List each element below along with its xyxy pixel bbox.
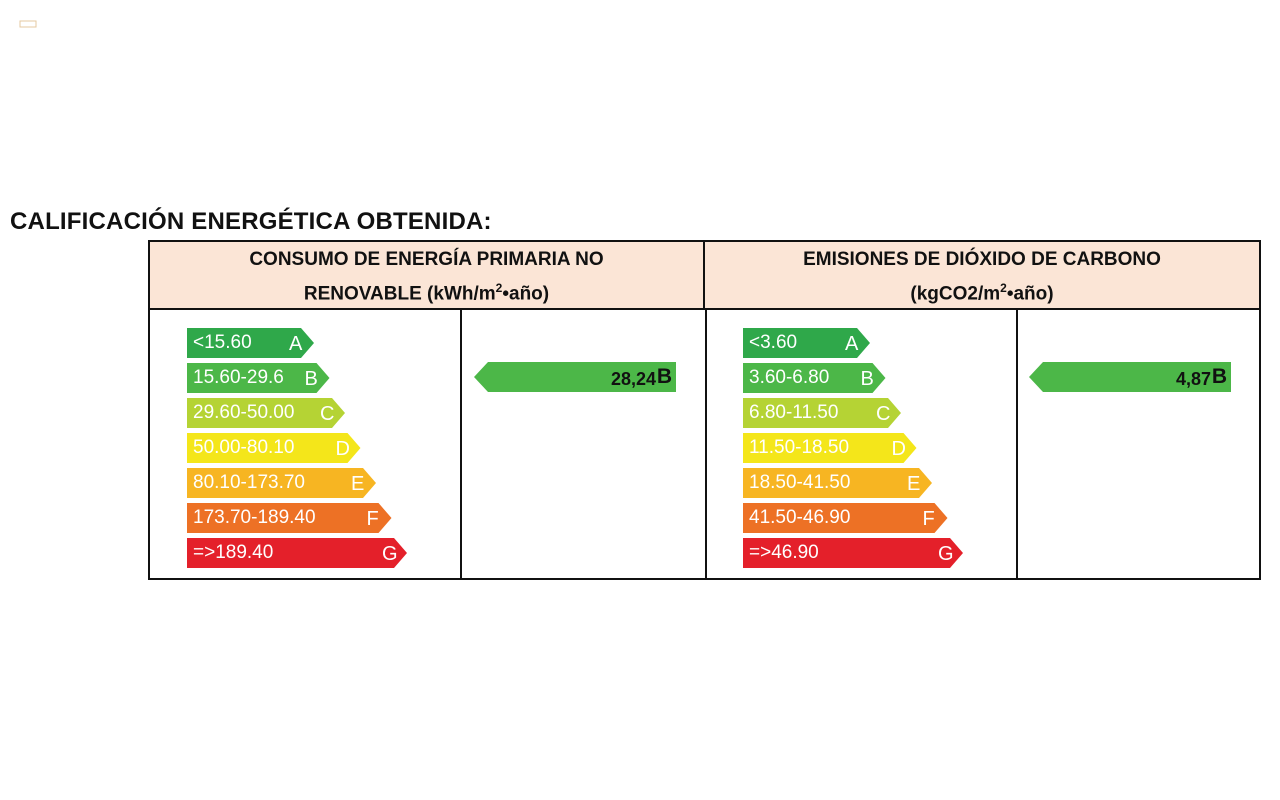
emissions-result-letter: B [1211,365,1227,388]
band-arrow-icon [187,398,345,428]
emissions-header-line1: EMISIONES DE DIÓXIDO DE CARBONO [803,249,1161,270]
band-arrow-icon [187,328,314,358]
rating-band-g: =>189.40 G [187,538,407,568]
band-letter: G [938,543,954,565]
column-divider [460,308,462,578]
rating-band-a: <15.60 A [187,328,314,358]
watermark-logo-icon [19,20,37,28]
band-arrow-icon [743,398,901,428]
rating-band-d: 11.50-18.50 D [743,433,917,463]
energy-result-letter: B [656,365,672,388]
band-letter: F [922,508,935,530]
emissions-result-arrow: 4,87 B [1029,362,1231,392]
band-letter: D [335,438,350,460]
energy-unit-post: •año) [502,283,550,305]
band-range: 18.50-41.50 [749,472,851,493]
band-arrow-icon [187,433,361,463]
result-arrow-icon [1029,362,1231,392]
emissions-header-line2: (kgCO2/m2•año) [705,274,1259,308]
emissions-unit-sup: 2 [1000,281,1007,295]
band-arrow-icon [743,468,932,498]
band-arrow-icon [187,468,376,498]
rating-band-d: 50.00-80.10 D [187,433,361,463]
rating-band-f: 41.50-46.90 F [743,503,948,533]
energy-header-line2: RENOVABLE (kWh/m2•año) [150,274,703,308]
band-range: 3.60-6.80 [749,367,830,388]
band-range: 80.10-173.70 [193,472,305,493]
band-arrow-icon [743,503,948,533]
band-arrow-icon [187,503,392,533]
rating-band-b: 15.60-29.6 B [187,363,330,393]
energy-result-value: 28,24 [610,369,656,389]
rating-band-e: 18.50-41.50 E [743,468,932,498]
emissions-header: EMISIONES DE DIÓXIDO DE CARBONO (kgCO2/m… [705,242,1259,310]
band-letter: B [304,368,318,390]
band-arrow-icon [187,538,407,568]
band-arrow-icon [743,538,963,568]
energy-label-table: CONSUMO DE ENERGÍA PRIMARIA NO RENOVABLE… [148,240,1261,580]
band-letter: G [382,543,398,565]
band-letter: A [845,333,859,355]
band-letter: B [860,368,874,390]
band-range: <15.60 [193,332,252,353]
rating-band-c: 6.80-11.50 C [743,398,901,428]
band-range: 11.50-18.50 [749,437,850,458]
band-letter: F [366,508,379,530]
rating-band-g: =>46.90 G [743,538,963,568]
band-range: =>46.90 [749,542,819,563]
band-arrow-icon [743,433,917,463]
rating-band-f: 173.70-189.40 F [187,503,392,533]
band-letter: E [351,473,365,495]
band-range: 41.50-46.90 [749,507,851,528]
band-range: 6.80-11.50 [749,402,839,423]
band-range: 173.70-189.40 [193,507,316,528]
band-range: =>189.40 [193,542,274,563]
emissions-result-value: 4,87 [1175,369,1211,389]
energy-header-line1: CONSUMO DE ENERGÍA PRIMARIA NO [249,249,604,270]
band-letter: A [289,333,303,355]
band-range: 15.60-29.6 [193,367,284,388]
rating-band-a: <3.60 A [743,328,870,358]
emissions-unit-pre: (kgCO2/m [910,283,1001,305]
page-title: CALIFICACIÓN ENERGÉTICA OBTENIDA: [10,208,492,235]
column-divider [705,308,707,578]
band-arrow-icon [187,363,330,393]
band-letter: E [907,473,921,495]
energy-result-arrow: 28,24 B [474,362,676,392]
rating-band-e: 80.10-173.70 E [187,468,376,498]
band-range: 29.60-50.00 [193,402,295,423]
band-letter: D [891,438,906,460]
result-arrow-icon [474,362,676,392]
band-range: 50.00-80.10 [193,437,295,458]
band-arrow-icon [743,328,870,358]
energy-unit-pre: RENOVABLE (kWh/m [303,283,496,305]
band-letter: C [320,403,335,425]
energy-unit-sup: 2 [495,281,503,295]
emissions-unit-post: •año) [1006,283,1054,305]
rating-band-b: 3.60-6.80 B [743,363,886,393]
band-range: <3.60 [749,332,798,353]
band-arrow-icon [743,363,886,393]
column-divider [1016,308,1018,578]
rating-band-c: 29.60-50.00 C [187,398,345,428]
band-letter: C [876,403,891,425]
energy-header: CONSUMO DE ENERGÍA PRIMARIA NO RENOVABLE… [150,242,705,310]
